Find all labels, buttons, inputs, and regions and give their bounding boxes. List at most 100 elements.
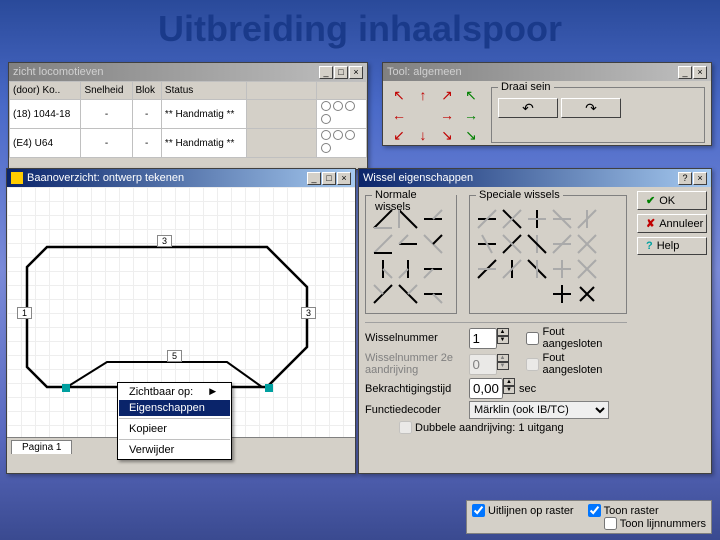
arrow-n-icon[interactable]: ↑ bbox=[413, 87, 433, 103]
track-canvas[interactable]: 3 1 3 5 Zichtbaar op:▶ Eigenschappen Kop… bbox=[7, 187, 355, 437]
block-label[interactable]: 3 bbox=[301, 307, 316, 319]
switch-option[interactable] bbox=[422, 208, 444, 230]
switch-option[interactable] bbox=[397, 208, 419, 230]
wisselnummer2-input bbox=[469, 354, 497, 375]
spin-down[interactable]: ▼ bbox=[503, 386, 515, 394]
arrow-sw-icon[interactable]: ↙ bbox=[389, 127, 409, 143]
col-dots bbox=[317, 82, 367, 100]
switch-option[interactable] bbox=[476, 233, 498, 255]
ok-button[interactable]: ✔OK bbox=[637, 191, 707, 210]
switch-option[interactable] bbox=[501, 258, 523, 280]
cell-name: (18) 1044-18 bbox=[10, 100, 81, 129]
block-label[interactable]: 3 bbox=[157, 235, 172, 247]
close-button[interactable]: × bbox=[349, 66, 363, 79]
switch-option[interactable] bbox=[422, 258, 444, 280]
cancel-button[interactable]: ✘Annuleer bbox=[637, 214, 707, 233]
switch-option[interactable] bbox=[551, 208, 573, 230]
switch-option[interactable] bbox=[422, 233, 444, 255]
fout1-checkbox[interactable] bbox=[526, 332, 539, 345]
col-blok[interactable]: Blok bbox=[132, 82, 161, 100]
arrow-s-icon[interactable]: ↓ bbox=[413, 127, 433, 143]
speed-slider[interactable] bbox=[247, 129, 317, 158]
arrow-ne-icon[interactable]: ↗ bbox=[437, 87, 457, 103]
locomotive-title: zicht locomotieven bbox=[13, 66, 104, 78]
special-switches-label: Speciale wissels bbox=[476, 189, 563, 201]
track-title: Baanoverzicht: ontwerp tekenen bbox=[27, 172, 184, 184]
minimize-button[interactable]: _ bbox=[307, 172, 321, 185]
switch-option[interactable] bbox=[551, 283, 573, 305]
cell-blok: - bbox=[132, 129, 161, 158]
decoder-select[interactable]: Märklin (ook IB/TC) bbox=[469, 401, 609, 419]
rotate-ccw-button[interactable]: ↶ bbox=[498, 98, 558, 118]
maximize-button[interactable]: □ bbox=[322, 172, 336, 185]
switch-option[interactable] bbox=[551, 233, 573, 255]
spin-up[interactable]: ▲ bbox=[497, 328, 509, 336]
col-status[interactable]: Status bbox=[161, 82, 246, 100]
switch-option[interactable] bbox=[372, 233, 394, 255]
spin-up[interactable]: ▲ bbox=[503, 378, 515, 386]
track-titlebar[interactable]: Baanoverzicht: ontwerp tekenen _ □ × bbox=[7, 169, 355, 187]
switch-option[interactable] bbox=[501, 208, 523, 230]
switch-option[interactable] bbox=[576, 283, 598, 305]
minimize-button[interactable]: _ bbox=[319, 66, 333, 79]
switch-option[interactable] bbox=[576, 258, 598, 280]
arrow-nw-icon[interactable]: ↖ bbox=[461, 87, 481, 103]
locomotive-titlebar[interactable]: zicht locomotieven _ □ × bbox=[9, 63, 367, 81]
arrow-se-icon[interactable]: ↘ bbox=[461, 127, 481, 143]
uitlijnen-checkbox[interactable] bbox=[472, 504, 485, 517]
switch-option[interactable] bbox=[372, 208, 394, 230]
function-dots[interactable] bbox=[317, 129, 367, 158]
switch-option[interactable] bbox=[526, 258, 548, 280]
switch-option[interactable] bbox=[551, 258, 573, 280]
track-overview-window: Baanoverzicht: ontwerp tekenen _ □ × 3 1… bbox=[6, 168, 356, 474]
switch-option[interactable] bbox=[422, 283, 444, 305]
arrow-e-icon[interactable]: → bbox=[437, 107, 457, 123]
block-label[interactable]: 5 bbox=[167, 350, 182, 362]
question-icon: ? bbox=[646, 240, 653, 252]
ctx-verwijder[interactable]: Verwijder bbox=[119, 442, 230, 458]
bekr-input[interactable] bbox=[469, 378, 503, 399]
table-row[interactable]: (18) 1044-18 - - ** Handmatig ** bbox=[10, 100, 367, 129]
maximize-button[interactable]: □ bbox=[334, 66, 348, 79]
switch-option[interactable] bbox=[476, 258, 498, 280]
close-button[interactable]: × bbox=[337, 172, 351, 185]
close-button[interactable]: × bbox=[693, 172, 707, 185]
arrow-w-icon[interactable]: ← bbox=[389, 107, 409, 123]
rotate-cw-button[interactable]: ↷ bbox=[561, 98, 621, 118]
function-dots[interactable] bbox=[317, 100, 367, 129]
switch-option[interactable] bbox=[501, 233, 523, 255]
ctx-zichtbaar[interactable]: Zichtbaar op:▶ bbox=[119, 384, 230, 400]
arrow-se-icon[interactable]: ↘ bbox=[437, 127, 457, 143]
spin-down[interactable]: ▼ bbox=[497, 336, 509, 344]
switch-option[interactable] bbox=[526, 208, 548, 230]
help-button[interactable]: ?Help bbox=[637, 237, 707, 255]
switch-option[interactable] bbox=[397, 258, 419, 280]
switch-option[interactable] bbox=[372, 258, 394, 280]
toon-raster-checkbox[interactable] bbox=[588, 504, 601, 517]
toon-lijn-checkbox[interactable] bbox=[604, 517, 617, 530]
table-row[interactable]: (E4) U64 - - ** Handmatig ** bbox=[10, 129, 367, 158]
tool-titlebar[interactable]: Tool: algemeen _ × bbox=[383, 63, 711, 81]
arrow-nw-icon[interactable]: ↖ bbox=[389, 87, 409, 103]
speed-slider[interactable] bbox=[247, 100, 317, 129]
block-label[interactable]: 1 bbox=[17, 307, 32, 319]
switch-option[interactable] bbox=[397, 283, 419, 305]
minimize-button[interactable]: _ bbox=[678, 66, 692, 79]
col-snelheid[interactable]: Snelheid bbox=[81, 82, 132, 100]
switch-titlebar[interactable]: Wissel eigenschappen ? × bbox=[359, 169, 711, 187]
wisselnummer-input[interactable] bbox=[469, 328, 497, 349]
switch-option[interactable] bbox=[397, 233, 419, 255]
switch-option[interactable] bbox=[526, 233, 548, 255]
help-button[interactable]: ? bbox=[678, 172, 692, 185]
arrow-e-icon[interactable]: → bbox=[461, 107, 481, 123]
switch-option[interactable] bbox=[576, 233, 598, 255]
switch-option[interactable] bbox=[476, 208, 498, 230]
tab-pagina1[interactable]: Pagina 1 bbox=[11, 440, 72, 454]
col-door[interactable]: (door) Ko.. bbox=[10, 82, 81, 100]
switch-option[interactable] bbox=[372, 283, 394, 305]
cell-speed: - bbox=[81, 100, 132, 129]
close-button[interactable]: × bbox=[693, 66, 707, 79]
ctx-kopieer[interactable]: Kopieer bbox=[119, 421, 230, 437]
ctx-eigenschappen[interactable]: Eigenschappen bbox=[119, 400, 230, 416]
switch-option[interactable] bbox=[576, 208, 598, 230]
